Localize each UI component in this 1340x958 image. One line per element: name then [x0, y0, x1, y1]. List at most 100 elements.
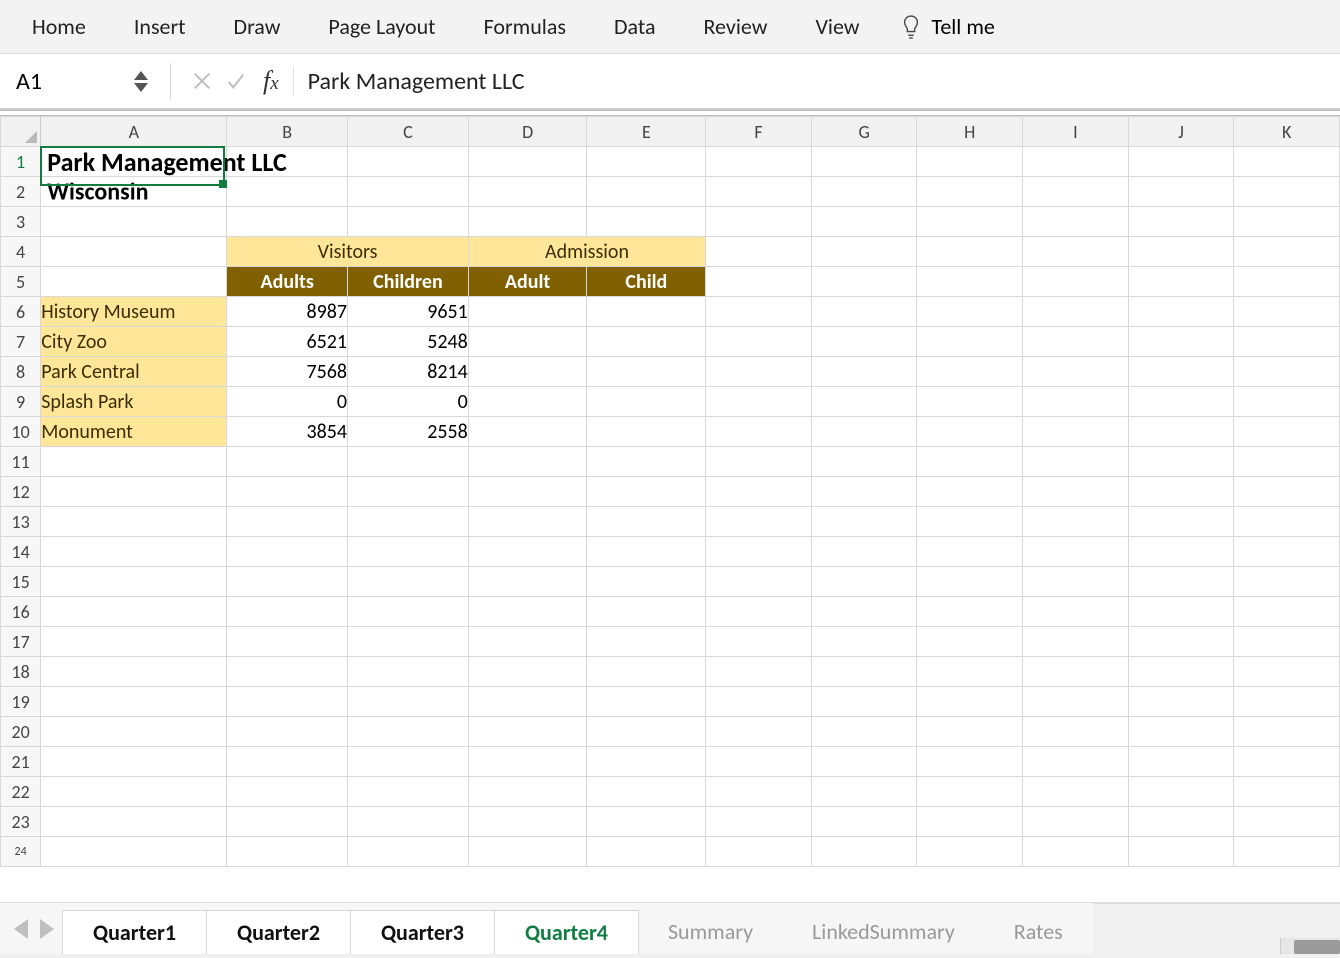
cell[interactable] — [1234, 777, 1340, 807]
row-header-19[interactable]: 19 — [1, 687, 41, 717]
cell[interactable] — [917, 837, 1023, 867]
cell[interactable] — [1023, 687, 1129, 717]
cell-F9[interactable] — [706, 387, 812, 417]
col-header-E[interactable]: E — [587, 117, 706, 147]
cell[interactable] — [811, 717, 917, 747]
cell[interactable] — [587, 687, 706, 717]
cell[interactable] — [41, 687, 227, 717]
cell[interactable] — [811, 747, 917, 777]
cell[interactable] — [227, 807, 348, 837]
subheader-children[interactable]: Children — [348, 267, 469, 297]
scroll-thumb[interactable] — [1294, 940, 1340, 954]
cell[interactable] — [468, 837, 587, 867]
cell[interactable] — [587, 777, 706, 807]
cell-J8[interactable] — [1128, 357, 1234, 387]
cell-children[interactable]: 8214 — [348, 357, 469, 387]
cell-I2[interactable] — [1023, 177, 1129, 207]
cell-F10[interactable] — [706, 417, 812, 447]
row-label[interactable]: Splash Park — [41, 387, 227, 417]
cell[interactable] — [587, 837, 706, 867]
cell[interactable] — [587, 627, 706, 657]
cell-A2[interactable]: Wisconsin — [41, 177, 227, 207]
cell-D1[interactable] — [468, 147, 587, 177]
sheet-tab-quarter1[interactable]: Quarter1 — [62, 910, 207, 954]
cell[interactable] — [41, 717, 227, 747]
cell-G1[interactable] — [811, 147, 917, 177]
cell-E1[interactable] — [587, 147, 706, 177]
cell[interactable] — [1023, 567, 1129, 597]
ribbon-tellme[interactable]: Tell me — [884, 13, 1011, 40]
cell-K8[interactable] — [1234, 357, 1340, 387]
cell[interactable] — [1128, 627, 1234, 657]
cell[interactable] — [1128, 837, 1234, 867]
cell[interactable] — [227, 627, 348, 657]
ribbon-tab-view[interactable]: View — [791, 0, 883, 54]
cell-J2[interactable] — [1128, 177, 1234, 207]
cell[interactable] — [1128, 447, 1234, 477]
cell-K2[interactable] — [1234, 177, 1340, 207]
cell[interactable] — [227, 687, 348, 717]
fx-label[interactable]: fx — [253, 66, 293, 96]
cell-E3[interactable] — [587, 207, 706, 237]
ribbon-tab-review[interactable]: Review — [679, 0, 791, 54]
row-header-24[interactable]: 24 — [1, 837, 41, 867]
ribbon-tab-insert[interactable]: Insert — [110, 0, 210, 54]
name-box[interactable]: A1 — [6, 60, 156, 102]
cell[interactable] — [811, 777, 917, 807]
cell-D6[interactable] — [468, 297, 587, 327]
cell-H5[interactable] — [917, 267, 1023, 297]
cell-E10[interactable] — [587, 417, 706, 447]
cell-J1[interactable] — [1128, 147, 1234, 177]
cell[interactable] — [41, 477, 227, 507]
cell[interactable] — [811, 537, 917, 567]
cell-H4[interactable] — [917, 237, 1023, 267]
cell[interactable] — [1023, 597, 1129, 627]
cell[interactable] — [1023, 777, 1129, 807]
cell-J3[interactable] — [1128, 207, 1234, 237]
cell-adults[interactable]: 6521 — [227, 327, 348, 357]
row-header-13[interactable]: 13 — [1, 507, 41, 537]
cell-D2[interactable] — [468, 177, 587, 207]
cell-adults[interactable]: 0 — [227, 387, 348, 417]
cell-F6[interactable] — [706, 297, 812, 327]
cell[interactable] — [917, 507, 1023, 537]
cell-H9[interactable] — [917, 387, 1023, 417]
col-header-B[interactable]: B — [227, 117, 348, 147]
cell[interactable] — [348, 657, 469, 687]
row-header-3[interactable]: 3 — [1, 207, 41, 237]
cell[interactable] — [468, 627, 587, 657]
cell[interactable] — [706, 597, 812, 627]
cell[interactable] — [1128, 597, 1234, 627]
cell-K7[interactable] — [1234, 327, 1340, 357]
cell[interactable] — [1128, 687, 1234, 717]
subheader-adult[interactable]: Adult — [468, 267, 587, 297]
cell[interactable] — [811, 627, 917, 657]
cell-A3[interactable] — [41, 207, 227, 237]
cell-J10[interactable] — [1128, 417, 1234, 447]
cell[interactable] — [227, 507, 348, 537]
cell-G9[interactable] — [811, 387, 917, 417]
cell-A1[interactable]: Park Management LLC — [41, 147, 227, 177]
chevron-down-icon[interactable] — [134, 83, 148, 92]
cell[interactable] — [468, 597, 587, 627]
cell-K3[interactable] — [1234, 207, 1340, 237]
cell-F4[interactable] — [706, 237, 812, 267]
cell[interactable] — [227, 447, 348, 477]
cell[interactable] — [41, 777, 227, 807]
cell[interactable] — [706, 627, 812, 657]
header-admission[interactable]: Admission — [468, 237, 705, 267]
cell-I3[interactable] — [1023, 207, 1129, 237]
cell[interactable] — [227, 777, 348, 807]
cell-G6[interactable] — [811, 297, 917, 327]
cell-G4[interactable] — [811, 237, 917, 267]
row-label[interactable]: City Zoo — [41, 327, 227, 357]
row-header-2[interactable]: 2 — [1, 177, 41, 207]
cell[interactable] — [227, 717, 348, 747]
cell-H2[interactable] — [917, 177, 1023, 207]
sheet-nav-prev[interactable] — [14, 919, 28, 939]
cell[interactable] — [468, 687, 587, 717]
row-header-16[interactable]: 16 — [1, 597, 41, 627]
cell[interactable] — [811, 807, 917, 837]
cell-I1[interactable] — [1023, 147, 1129, 177]
sheet-tab-rates[interactable]: Rates — [984, 910, 1093, 954]
